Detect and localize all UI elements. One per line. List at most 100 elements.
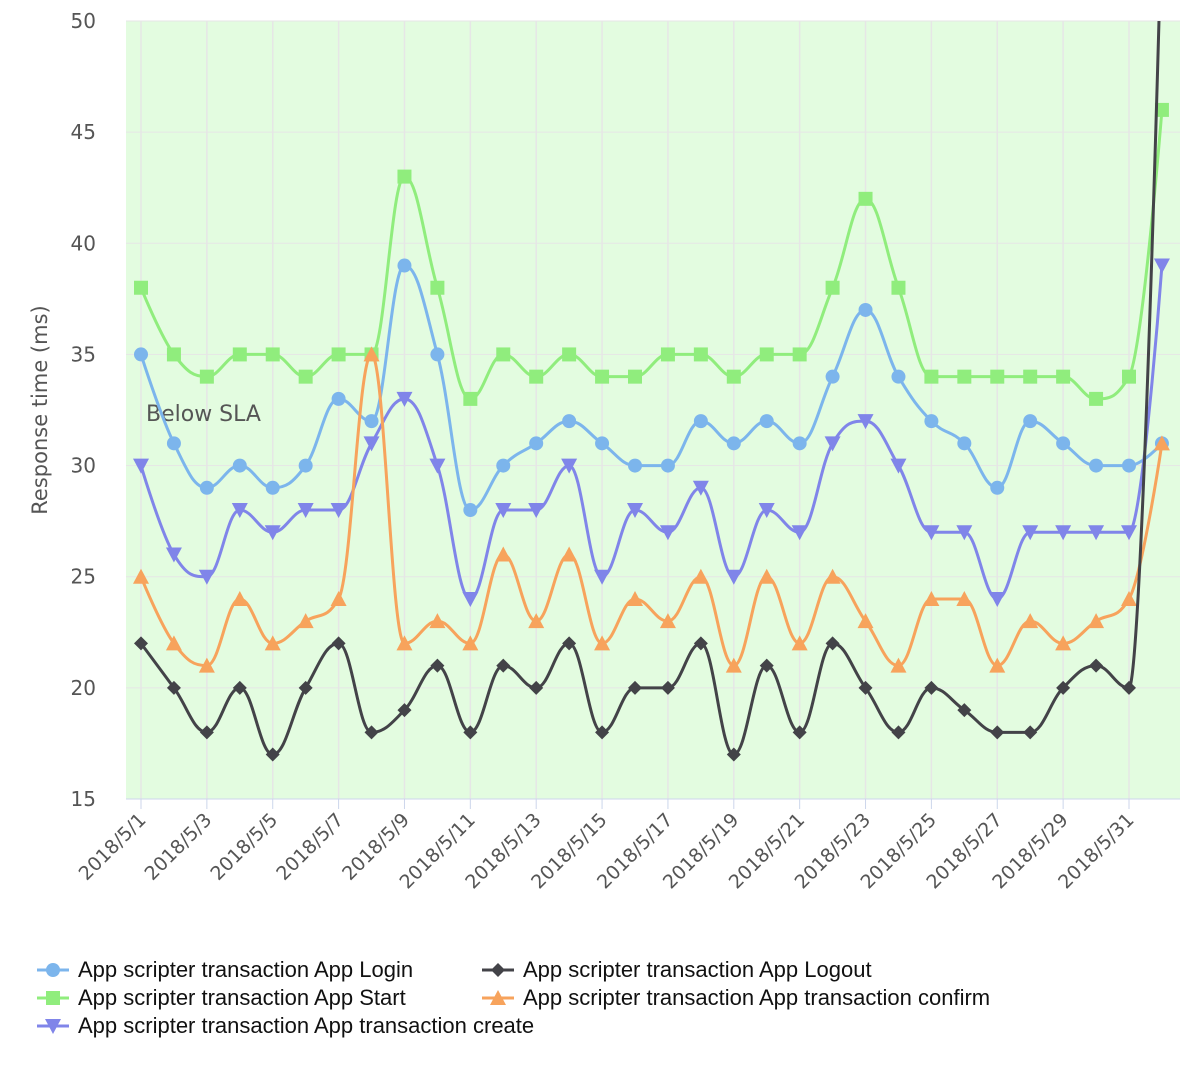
data-point xyxy=(594,635,611,651)
data-point xyxy=(495,503,512,519)
data-point xyxy=(1089,391,1104,406)
legend-symbol-diamond xyxy=(482,963,514,977)
data-point xyxy=(561,458,578,474)
data-point xyxy=(166,436,181,451)
series-triangle xyxy=(133,346,1170,673)
data-point xyxy=(134,636,148,651)
data-point xyxy=(759,414,774,429)
data-point xyxy=(660,680,675,695)
data-point xyxy=(693,636,708,651)
data-point xyxy=(825,369,840,384)
data-point xyxy=(1056,680,1071,695)
data-point xyxy=(990,480,1005,495)
data-point xyxy=(134,347,148,362)
data-point xyxy=(231,503,248,519)
data-point xyxy=(1089,658,1104,673)
data-point xyxy=(628,680,642,695)
y-tick-label: 50 xyxy=(71,9,96,33)
data-point xyxy=(628,458,642,473)
data-point xyxy=(529,436,544,451)
data-point xyxy=(331,636,346,651)
data-point xyxy=(957,703,972,718)
data-point xyxy=(1088,613,1105,629)
data-point xyxy=(199,725,214,740)
data-point xyxy=(1022,613,1039,629)
series-circle xyxy=(134,258,1169,518)
legend-item[interactable]: App scripter transaction App transaction… xyxy=(481,984,990,1012)
data-point xyxy=(725,569,742,585)
data-point xyxy=(857,414,874,430)
data-point xyxy=(891,725,906,740)
data-point xyxy=(562,347,577,362)
legend-item[interactable]: App scripter transaction App Start xyxy=(36,984,406,1012)
data-point xyxy=(331,391,346,406)
data-point xyxy=(726,369,741,384)
data-point xyxy=(693,347,708,362)
data-point xyxy=(463,503,478,518)
y-tick-label: 20 xyxy=(71,676,96,700)
data-point xyxy=(1088,525,1105,541)
data-point xyxy=(857,613,874,629)
data-point xyxy=(824,568,841,584)
data-point xyxy=(924,369,939,384)
data-point xyxy=(397,703,412,718)
data-point xyxy=(199,480,214,495)
data-point xyxy=(561,546,578,562)
data-point xyxy=(166,347,181,362)
data-point xyxy=(330,503,347,519)
data-point xyxy=(397,169,412,184)
data-point xyxy=(562,414,577,429)
data-point xyxy=(891,280,906,295)
data-point xyxy=(989,591,1006,607)
data-point xyxy=(1023,725,1038,740)
data-point xyxy=(1153,435,1170,451)
data-point xyxy=(858,191,873,206)
data-point xyxy=(1023,369,1038,384)
data-point xyxy=(989,657,1006,673)
data-point xyxy=(232,458,247,473)
x-tick-label: 2018/5/7 xyxy=(272,809,348,885)
data-point xyxy=(957,436,972,451)
data-point xyxy=(792,436,807,451)
data-point xyxy=(1022,525,1039,541)
data-point xyxy=(726,747,741,762)
data-point xyxy=(265,747,280,762)
data-point xyxy=(1122,680,1136,695)
legend-item[interactable]: App scripter transaction App transaction… xyxy=(36,1012,534,1040)
data-point xyxy=(199,369,214,384)
data-point xyxy=(198,657,215,673)
y-tick-label: 30 xyxy=(71,454,96,478)
data-point xyxy=(330,590,347,606)
data-point xyxy=(825,636,840,651)
data-point xyxy=(990,725,1005,740)
data-point xyxy=(595,725,610,740)
data-point xyxy=(166,680,181,695)
data-point xyxy=(562,636,577,651)
data-point xyxy=(956,525,973,541)
data-point xyxy=(758,568,775,584)
data-point xyxy=(430,658,445,673)
y-tick-label: 15 xyxy=(71,787,96,811)
data-point xyxy=(396,635,413,651)
x-tick-label: 2018/5/5 xyxy=(206,809,282,885)
data-point xyxy=(923,590,940,606)
x-tick-label: 2018/5/3 xyxy=(140,809,216,885)
data-point xyxy=(791,635,808,651)
data-point xyxy=(693,414,708,429)
y-axis-title: Response time (ms) xyxy=(28,305,52,514)
data-point xyxy=(496,347,511,362)
data-point xyxy=(495,546,512,562)
data-point xyxy=(1154,102,1169,117)
data-point xyxy=(759,658,774,673)
data-point xyxy=(298,680,313,695)
data-point xyxy=(956,590,973,606)
data-point xyxy=(595,436,610,451)
data-point xyxy=(890,657,907,673)
legend-item[interactable]: App scripter transaction App Login xyxy=(36,956,413,984)
data-point xyxy=(264,525,281,541)
data-point xyxy=(231,590,248,606)
legend-item[interactable]: App scripter transaction App Logout xyxy=(481,956,872,984)
data-point xyxy=(331,347,346,362)
data-point xyxy=(232,347,247,362)
data-point xyxy=(659,525,676,541)
